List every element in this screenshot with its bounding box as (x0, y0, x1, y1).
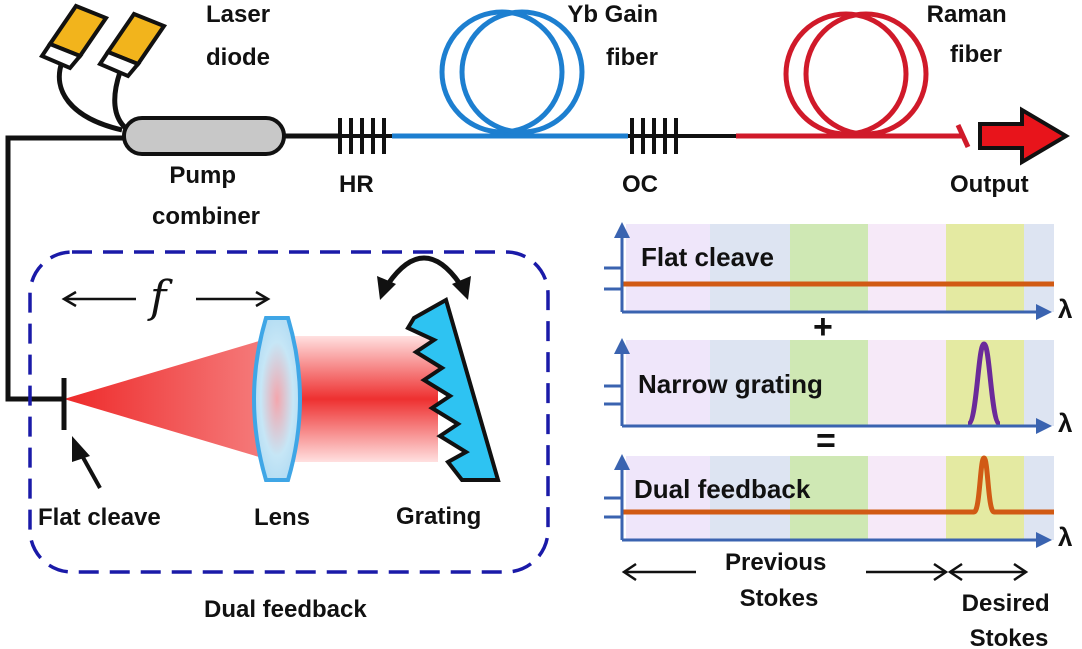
equals-sign: = (816, 422, 836, 460)
focal-length-arrow (61, 290, 271, 308)
panel-2-label: Narrow grating (638, 369, 823, 399)
previous-stokes-arrow (621, 562, 949, 582)
spectrum-panel-flat-cleave: Flat cleave λ (604, 222, 1073, 324)
gain-fiber-label: Yb Gain fiber (567, 1, 664, 71)
output-angle-cleave (955, 123, 971, 149)
rotation-arrow (377, 255, 471, 300)
dual-feedback-box (28, 250, 550, 574)
feedback-fiber (5, 135, 128, 402)
panel-1-label: Flat cleave (641, 242, 774, 272)
panel-3-dual-feedback-curve (622, 455, 1054, 515)
band-stripes-panel-2 (626, 340, 1054, 426)
spectrum-panel-narrow-grating: Narrow grating λ (604, 338, 1073, 438)
dual-feedback-caption: Dual feedback (204, 596, 367, 623)
laser-diode-label: Laser diode (206, 1, 277, 71)
oc-grating (628, 118, 736, 154)
output-arrow (978, 106, 1070, 166)
panel-2-lambda: λ (1058, 408, 1073, 438)
laser-1-lead (56, 61, 123, 133)
pump-combiner-label: Pump combiner (152, 162, 260, 230)
desired-stokes-label: Desired Stokes (962, 590, 1057, 649)
raman-fiber-label: Raman fiber (927, 1, 1014, 68)
panel-3-label: Dual feedback (634, 474, 811, 504)
band-stripes-panel-3 (626, 456, 1054, 540)
panel-1-lambda: λ (1058, 294, 1073, 324)
diffraction-grating (405, 297, 501, 482)
lens (252, 316, 302, 482)
flat-cleave-label: Flat cleave (38, 504, 161, 531)
focal-length-label: f (147, 272, 173, 323)
laser-2-lead (112, 71, 130, 132)
previous-stokes-label: Previous Stokes (725, 549, 833, 612)
spectrum-panel-dual-feedback: Dual feedback λ (604, 454, 1073, 552)
hr-grating (338, 118, 392, 154)
band-stripes-panel-1 (626, 224, 1054, 312)
laser-2-cap (97, 49, 142, 79)
panel-2-axes (604, 338, 1052, 434)
laser-diodes (39, 3, 168, 133)
output-label: Output (950, 171, 1029, 198)
lens-label: Lens (254, 504, 310, 531)
desired-stokes-arrow (947, 562, 1029, 582)
yb-gain-fiber-coil (439, 9, 585, 135)
beam-left (64, 336, 276, 462)
panel-2-grating-peak (965, 341, 1003, 427)
beam-right (276, 336, 438, 462)
laser-1-cap (39, 41, 84, 71)
plus-sign: + (813, 308, 833, 346)
panel-3-lambda: λ (1058, 522, 1073, 552)
panel-1-axes (604, 222, 1052, 320)
panel-3-axes (604, 454, 1052, 548)
laser-diode-2 (97, 11, 168, 132)
flat-cleave-pointer (72, 436, 102, 489)
oc-label: OC (622, 171, 658, 198)
pump-combiner (122, 116, 286, 156)
laser-diode-1 (39, 3, 123, 133)
grating-label: Grating (396, 503, 481, 530)
hr-label: HR (339, 171, 374, 198)
raman-fiber-coil (783, 11, 929, 137)
